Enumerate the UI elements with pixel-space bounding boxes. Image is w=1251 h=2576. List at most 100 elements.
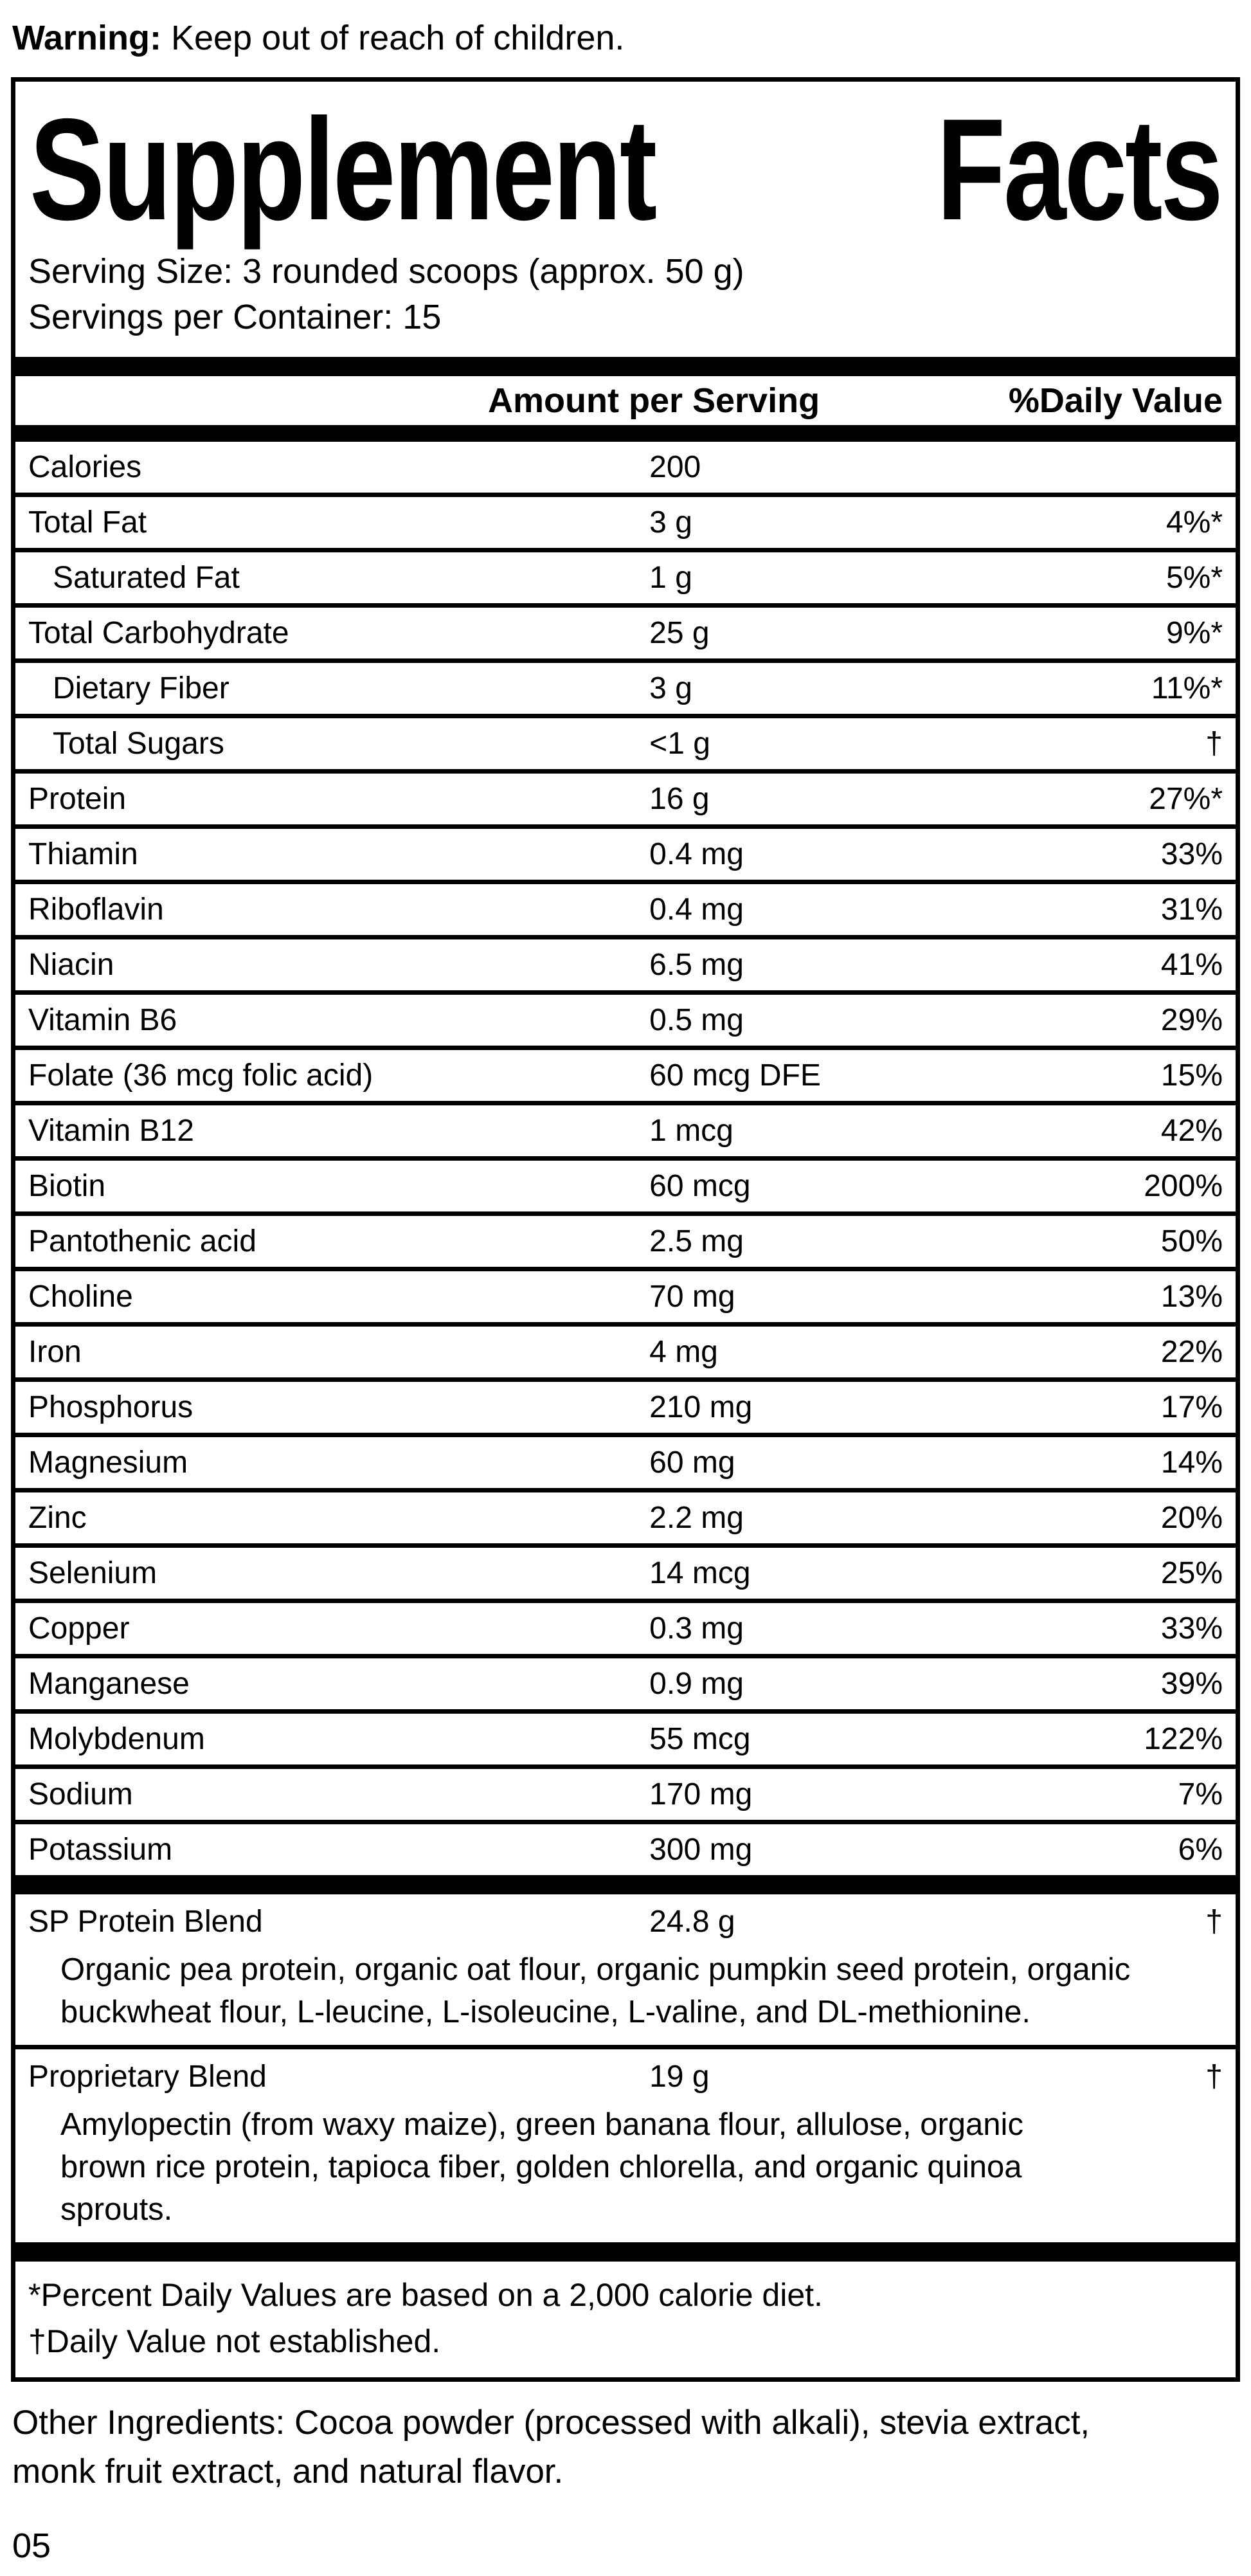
row-daily-value: 122%	[1144, 1722, 1223, 1757]
table-row: Iron 4 mg 22%	[15, 1327, 1236, 1383]
table-row: Selenium 14 mcg 25%	[15, 1548, 1236, 1604]
amount-per-serving-header: Amount per Serving	[488, 381, 820, 421]
table-row: Manganese 0.9 mg 39%	[15, 1658, 1236, 1714]
row-label: Total Sugars	[53, 727, 224, 761]
warning-body: Keep out of reach of children.	[161, 19, 625, 57]
table-row: Molybdenum 55 mcg 122%	[15, 1714, 1236, 1770]
row-amount: 16 g	[649, 782, 710, 817]
row-daily-value: 6%	[1178, 1833, 1223, 1867]
divider-bar-footnotes	[15, 2242, 1236, 2262]
row-daily-value: 29%	[1160, 1003, 1223, 1038]
table-row: Total Fat 3 g 4%*	[15, 497, 1236, 553]
row-label: Zinc	[28, 1501, 87, 1536]
row-daily-value: 200%	[1144, 1169, 1223, 1204]
row-label: Sodium	[28, 1777, 133, 1812]
daily-value-header: %Daily Value	[1008, 381, 1223, 421]
divider-bar-header	[15, 425, 1236, 442]
row-label: Folate (36 mcg folic acid)	[28, 1058, 374, 1093]
row-daily-value: 9%*	[1166, 616, 1223, 651]
row-label: Manganese	[28, 1667, 190, 1701]
supplement-facts-panel: Supplement Facts Serving Size: 3 rounded…	[11, 77, 1240, 2382]
row-daily-value: 17%	[1160, 1390, 1223, 1425]
row-daily-value: 27%*	[1149, 782, 1223, 817]
other-ingredients: Other Ingredients: Cocoa powder (process…	[12, 2404, 1090, 2491]
row-amount: 170 mg	[649, 1777, 753, 1812]
page-number: 05	[12, 2526, 51, 2566]
table-row: Magnesium 60 mg 14%	[15, 1437, 1236, 1493]
row-label: Phosphorus	[28, 1390, 194, 1425]
title-word-facts: Facts	[937, 88, 1223, 251]
blend-section-sp-protein: SP Protein Blend 24.8 g † Organic pea pr…	[15, 1894, 1236, 2045]
row-daily-value: 41%	[1160, 948, 1223, 983]
row-label: Selenium	[28, 1556, 158, 1591]
table-row: Riboflavin 0.4 mg 31%	[15, 884, 1236, 940]
row-label: Total Fat	[28, 505, 147, 540]
row-amount: 25 g	[649, 616, 710, 651]
row-label: Niacin	[28, 948, 114, 983]
footnote-dv-not-established: †Daily Value not established.	[28, 2323, 441, 2360]
blend-description: Organic pea protein, organic oat flour, …	[60, 1952, 1131, 2030]
row-label: Molybdenum	[28, 1722, 205, 1757]
row-amount: 70 mg	[649, 1280, 735, 1314]
warning-text: Warning: Keep out of reach of children.	[12, 15, 1240, 60]
row-daily-value: 39%	[1160, 1667, 1223, 1701]
row-amount: 60 mg	[649, 1446, 735, 1480]
warning-label: Warning:	[12, 19, 161, 57]
row-label: Total Carbohydrate	[28, 616, 289, 651]
table-row: Biotin 60 mcg 200%	[15, 1161, 1236, 1217]
row-amount: 200	[649, 450, 701, 485]
blend-amount: 19 g	[649, 2059, 710, 2094]
divider-bar-blends	[15, 1875, 1236, 1895]
row-amount: 6.5 mg	[649, 948, 744, 983]
row-daily-value: 50%	[1160, 1224, 1223, 1259]
table-row: Total Sugars <1 g †	[15, 718, 1236, 774]
servings-per-container: Servings per Container: 15	[28, 298, 442, 337]
footnote-daily-values: *Percent Daily Values are based on a 2,0…	[28, 2277, 823, 2314]
row-daily-value: †	[1205, 727, 1223, 761]
table-row: Pantothenic acid 2.5 mg 50%	[15, 1216, 1236, 1272]
row-amount: 0.3 mg	[649, 1611, 744, 1646]
row-daily-value: 5%*	[1166, 561, 1223, 595]
row-label: Magnesium	[28, 1446, 188, 1480]
panel-title: Supplement Facts	[15, 82, 1236, 242]
divider-bar-top	[15, 357, 1236, 377]
row-amount: 60 mcg	[649, 1169, 751, 1204]
row-label: Choline	[28, 1280, 133, 1314]
row-daily-value: 4%*	[1166, 505, 1223, 540]
row-label: Biotin	[28, 1169, 106, 1204]
row-amount: 14 mcg	[649, 1556, 751, 1591]
table-row: Potassium 300 mg 6%	[15, 1824, 1236, 1875]
row-label: Dietary Fiber	[53, 671, 230, 706]
row-label: Potassium	[28, 1833, 173, 1867]
row-label: Vitamin B6	[28, 1003, 177, 1038]
blend-label: SP Protein Blend	[28, 1904, 263, 1939]
row-amount: 210 mg	[649, 1390, 753, 1425]
row-label: Copper	[28, 1611, 130, 1646]
table-row: Folate (36 mcg folic acid) 60 mcg DFE 15%	[15, 1050, 1236, 1106]
table-row: Vitamin B6 0.5 mg 29%	[15, 995, 1236, 1051]
table-row: Niacin 6.5 mg 41%	[15, 939, 1236, 995]
row-label: Protein	[28, 782, 127, 817]
nutrient-table: Calories 200 Total Fat 3 g 4%* Saturated Fat 1…	[15, 442, 1236, 1875]
row-amount: 4 mg	[649, 1335, 718, 1370]
row-amount: 2.2 mg	[649, 1501, 744, 1536]
table-row: Protein 16 g 27%*	[15, 774, 1236, 830]
row-daily-value: 33%	[1160, 837, 1223, 872]
title-word-supplement: Supplement	[30, 88, 657, 251]
blend-row: Proprietary Blend 19 g †	[15, 2049, 1236, 2100]
row-amount: 0.5 mg	[649, 1003, 744, 1038]
blend-row: SP Protein Blend 24.8 g †	[15, 1894, 1236, 1945]
row-daily-value: 13%	[1160, 1280, 1223, 1314]
row-daily-value: 11%*	[1151, 671, 1223, 706]
row-label: Saturated Fat	[53, 561, 240, 595]
table-row: Dietary Fiber 3 g 11%*	[15, 663, 1236, 719]
blend-dv: †	[1205, 2059, 1223, 2094]
table-row: Vitamin B12 1 mcg 42%	[15, 1105, 1236, 1161]
row-label: Calories	[28, 450, 142, 485]
row-label: Thiamin	[28, 837, 138, 872]
table-row: Calories 200	[15, 442, 1236, 498]
table-row: Phosphorus 210 mg 17%	[15, 1382, 1236, 1438]
row-label: Riboflavin	[28, 893, 164, 927]
blend-description: Amylopectin (from waxy maize), green ban…	[60, 2107, 1023, 2227]
